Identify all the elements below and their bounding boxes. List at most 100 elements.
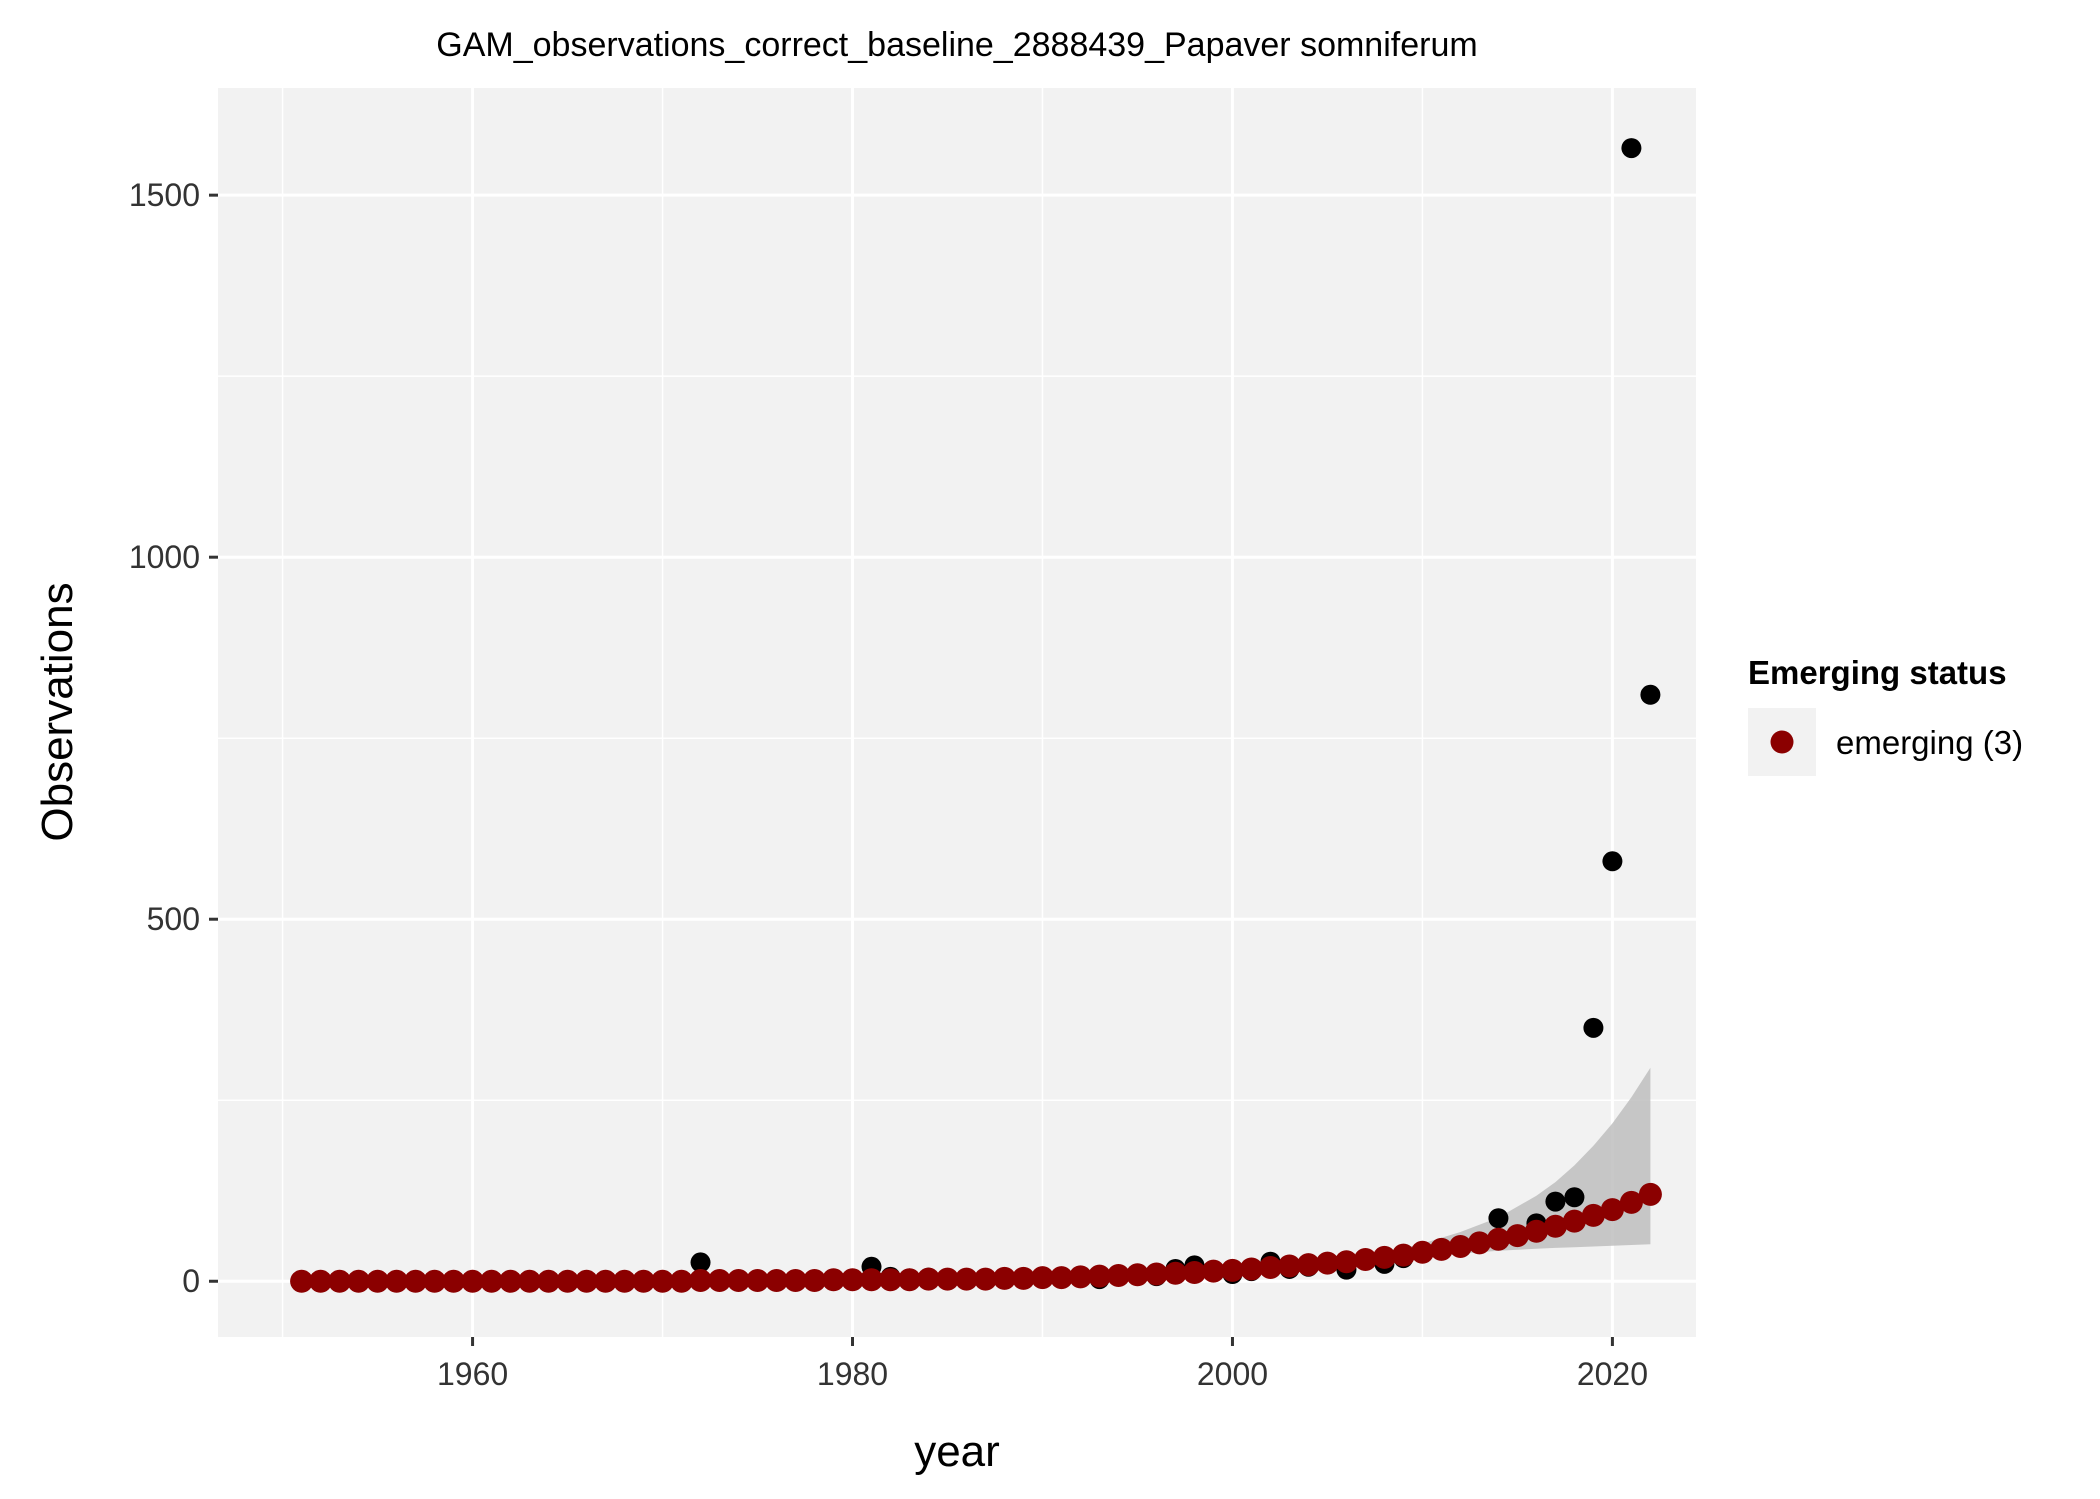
x-axis-title: year bbox=[914, 1427, 1000, 1476]
fitted-point bbox=[290, 1269, 314, 1293]
fitted-point bbox=[1600, 1198, 1624, 1222]
fitted-points bbox=[290, 1182, 1662, 1293]
y-axis: 0 500 1000 1500 bbox=[129, 177, 218, 1299]
fitted-point bbox=[1562, 1209, 1586, 1233]
x-axis: 1960 1980 2000 2020 bbox=[437, 1337, 1648, 1392]
observed-point bbox=[1640, 684, 1661, 705]
fitted-point bbox=[803, 1269, 827, 1293]
fitted-point bbox=[936, 1267, 960, 1291]
y-tick-label: 0 bbox=[182, 1263, 200, 1299]
fitted-point bbox=[784, 1269, 808, 1293]
fitted-point bbox=[1448, 1234, 1472, 1258]
fitted-point bbox=[973, 1267, 997, 1291]
fitted-point bbox=[1581, 1203, 1605, 1227]
fitted-point bbox=[1486, 1227, 1510, 1251]
fitted-point bbox=[480, 1269, 504, 1293]
fitted-point bbox=[1638, 1182, 1662, 1206]
fitted-point bbox=[1106, 1263, 1130, 1287]
fitted-point bbox=[1391, 1243, 1415, 1267]
y-tick-label: 1000 bbox=[129, 539, 200, 575]
observed-point bbox=[1602, 851, 1623, 872]
fitted-point bbox=[347, 1269, 371, 1293]
fitted-point bbox=[670, 1269, 694, 1293]
fitted-point bbox=[1163, 1261, 1187, 1285]
fitted-point bbox=[385, 1269, 409, 1293]
fitted-point bbox=[841, 1268, 865, 1292]
fitted-point bbox=[860, 1268, 884, 1292]
fitted-point bbox=[1030, 1266, 1054, 1290]
observed-point bbox=[1564, 1187, 1585, 1208]
fitted-point bbox=[879, 1268, 903, 1292]
y-axis-title: Observations bbox=[33, 582, 82, 841]
observed-point bbox=[690, 1252, 711, 1273]
fitted-point bbox=[1258, 1255, 1282, 1279]
fitted-point bbox=[328, 1269, 352, 1293]
observed-point bbox=[1621, 138, 1642, 159]
fitted-point bbox=[1410, 1240, 1434, 1264]
fitted-point bbox=[594, 1269, 618, 1293]
legend-title: Emerging status bbox=[1748, 654, 2007, 691]
fitted-point bbox=[518, 1269, 542, 1293]
fitted-point bbox=[1524, 1219, 1548, 1243]
fitted-point bbox=[575, 1269, 599, 1293]
fitted-point bbox=[1011, 1266, 1035, 1290]
fitted-point bbox=[1467, 1231, 1491, 1255]
fitted-point bbox=[1543, 1214, 1567, 1238]
fitted-point bbox=[423, 1269, 447, 1293]
x-tick-label: 2000 bbox=[1197, 1356, 1268, 1392]
fitted-point bbox=[708, 1269, 732, 1293]
fitted-point bbox=[954, 1267, 978, 1291]
fitted-point bbox=[537, 1269, 561, 1293]
fitted-point bbox=[309, 1269, 333, 1293]
fitted-point bbox=[898, 1268, 922, 1292]
fitted-point bbox=[1049, 1266, 1073, 1290]
y-tick-label: 1500 bbox=[129, 177, 200, 213]
legend: Emerging status emerging (3) bbox=[1748, 654, 2023, 776]
plot-panel bbox=[218, 88, 1696, 1337]
fitted-point bbox=[1334, 1250, 1358, 1274]
fitted-point bbox=[366, 1269, 390, 1293]
legend-key-marker bbox=[1770, 730, 1794, 754]
fitted-point bbox=[1277, 1254, 1301, 1278]
fitted-point bbox=[1201, 1259, 1225, 1283]
fitted-point bbox=[556, 1269, 580, 1293]
observed-point bbox=[1488, 1208, 1509, 1229]
x-tick-label: 2020 bbox=[1577, 1356, 1648, 1392]
fitted-point bbox=[1087, 1264, 1111, 1288]
x-tick-label: 1960 bbox=[437, 1356, 508, 1392]
fitted-point bbox=[499, 1269, 523, 1293]
observed-point bbox=[1545, 1191, 1566, 1212]
fitted-point bbox=[1619, 1190, 1643, 1214]
fitted-point bbox=[746, 1269, 770, 1293]
y-tick-label: 500 bbox=[147, 901, 200, 937]
fitted-point bbox=[689, 1269, 713, 1293]
fitted-point bbox=[461, 1269, 485, 1293]
fitted-point bbox=[765, 1269, 789, 1293]
fitted-point bbox=[727, 1269, 751, 1293]
fitted-point bbox=[651, 1269, 675, 1293]
fitted-point bbox=[1068, 1265, 1092, 1289]
fitted-point bbox=[1239, 1257, 1263, 1281]
chart-title: GAM_observations_correct_baseline_288843… bbox=[436, 26, 1477, 64]
fitted-point bbox=[632, 1269, 656, 1293]
fitted-point bbox=[822, 1268, 846, 1292]
x-tick-label: 1980 bbox=[817, 1356, 888, 1392]
fitted-point bbox=[917, 1267, 941, 1291]
legend-label: emerging (3) bbox=[1836, 724, 2023, 761]
fitted-point bbox=[442, 1269, 466, 1293]
fitted-point bbox=[1429, 1237, 1453, 1261]
fitted-point bbox=[1296, 1253, 1320, 1277]
fitted-point bbox=[1144, 1262, 1168, 1286]
fitted-point bbox=[1353, 1248, 1377, 1272]
fitted-point bbox=[404, 1269, 428, 1293]
fitted-point bbox=[1182, 1261, 1206, 1285]
fitted-point bbox=[992, 1266, 1016, 1290]
fitted-point bbox=[1220, 1258, 1244, 1282]
fitted-point bbox=[1372, 1245, 1396, 1269]
fitted-point bbox=[1125, 1263, 1149, 1287]
fitted-point bbox=[1315, 1251, 1339, 1275]
fitted-point bbox=[613, 1269, 637, 1293]
fitted-point bbox=[1505, 1224, 1529, 1248]
observed-point bbox=[1583, 1017, 1604, 1038]
